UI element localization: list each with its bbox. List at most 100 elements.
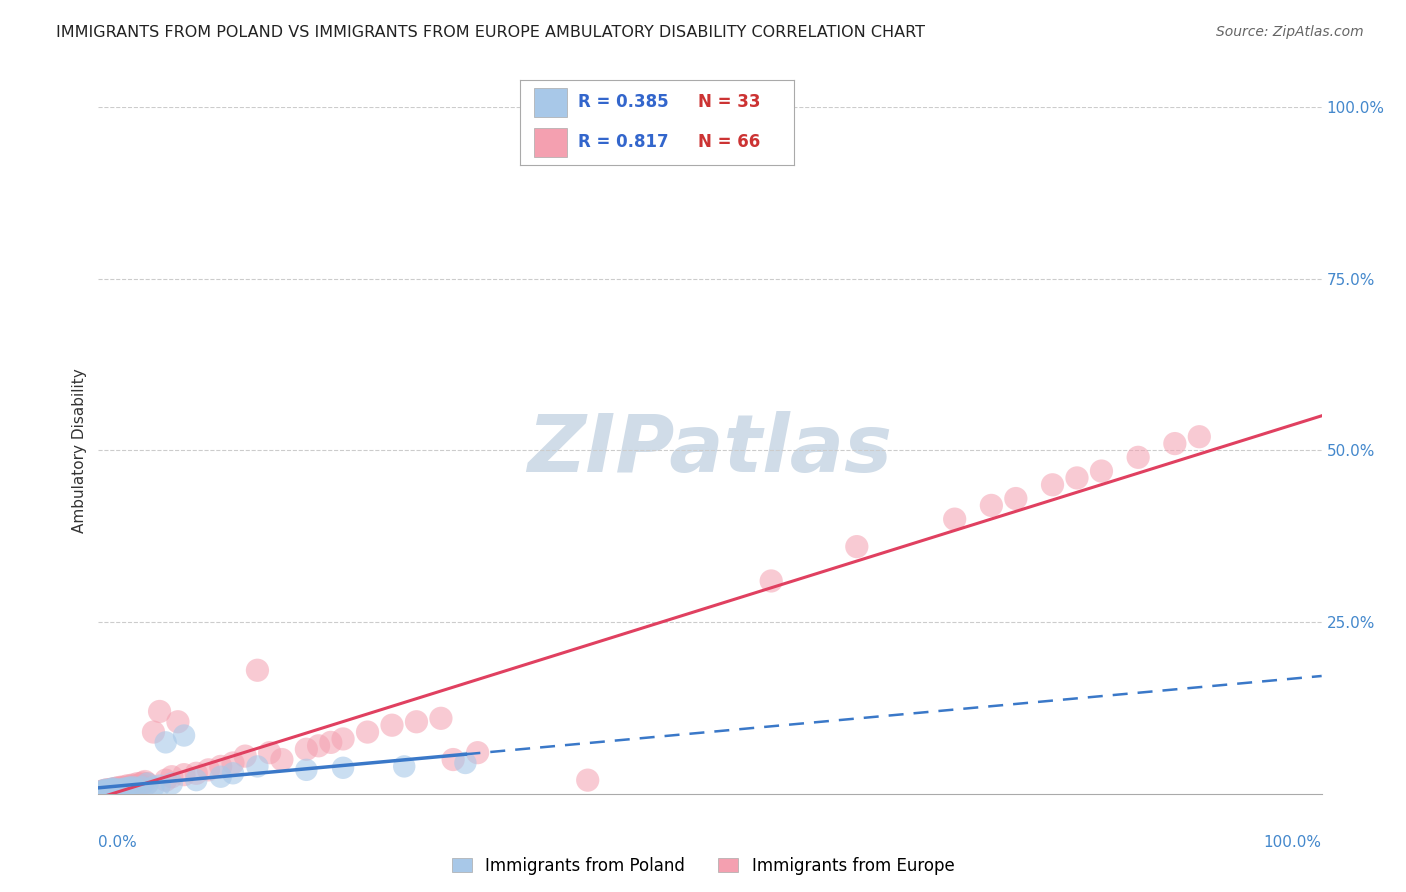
Point — [270, 753, 294, 767]
Point — [392, 759, 416, 773]
Point — [93, 784, 115, 798]
Point — [576, 773, 599, 788]
Point — [1066, 471, 1088, 485]
Point — [127, 776, 149, 790]
Point — [149, 705, 172, 719]
Point — [90, 785, 112, 799]
Point — [430, 711, 453, 725]
Text: R = 0.817: R = 0.817 — [578, 133, 668, 151]
Point — [943, 512, 966, 526]
Point — [167, 714, 190, 729]
Point — [108, 782, 131, 797]
Point — [98, 782, 121, 797]
Point — [114, 780, 136, 794]
Point — [98, 782, 121, 797]
Point — [332, 761, 354, 775]
Point — [129, 780, 152, 794]
Point — [136, 776, 159, 790]
Point — [381, 718, 404, 732]
Point — [319, 735, 342, 749]
Point — [1090, 464, 1112, 478]
Point — [118, 780, 141, 795]
Point — [197, 763, 219, 777]
Point — [103, 782, 125, 797]
Point — [1164, 436, 1187, 450]
Text: IMMIGRANTS FROM POLAND VS IMMIGRANTS FROM EUROPE AMBULATORY DISABILITY CORRELATI: IMMIGRANTS FROM POLAND VS IMMIGRANTS FRO… — [56, 25, 925, 40]
Point — [259, 746, 281, 760]
Point — [91, 784, 114, 798]
Point — [101, 782, 124, 797]
Point — [173, 767, 195, 781]
Text: 0.0%: 0.0% — [98, 836, 138, 850]
Point — [131, 776, 153, 790]
Point — [97, 783, 120, 797]
Point — [117, 779, 139, 793]
Point — [101, 782, 124, 797]
Text: N = 66: N = 66 — [699, 133, 761, 151]
Point — [295, 763, 318, 777]
Point — [149, 779, 172, 793]
Point — [91, 785, 114, 799]
Point — [90, 785, 112, 799]
Point — [101, 781, 124, 796]
Point — [105, 783, 128, 797]
Point — [233, 749, 256, 764]
Text: 100.0%: 100.0% — [1264, 836, 1322, 850]
Point — [246, 663, 269, 677]
Point — [1004, 491, 1026, 506]
Point — [97, 784, 120, 798]
Point — [96, 783, 118, 797]
Point — [104, 781, 127, 796]
Y-axis label: Ambulatory Disability: Ambulatory Disability — [72, 368, 87, 533]
Point — [332, 731, 354, 746]
Point — [1128, 450, 1150, 465]
Point — [96, 782, 118, 797]
Point — [124, 781, 146, 796]
Bar — [534, 128, 567, 157]
Point — [134, 774, 156, 789]
Point — [155, 773, 177, 788]
Point — [111, 780, 134, 795]
Point — [222, 756, 245, 770]
Point — [121, 778, 143, 792]
Point — [114, 781, 136, 796]
Point — [100, 783, 122, 797]
Point — [89, 785, 111, 799]
Point — [160, 770, 183, 784]
Point — [107, 780, 129, 795]
Point — [845, 540, 868, 554]
Point — [186, 766, 208, 780]
Text: Source: ZipAtlas.com: Source: ZipAtlas.com — [1216, 25, 1364, 39]
Point — [405, 714, 427, 729]
Point — [222, 766, 245, 780]
Point — [101, 782, 124, 797]
Point — [173, 729, 195, 743]
Point — [1188, 430, 1211, 444]
Point — [454, 756, 477, 770]
Point — [91, 783, 114, 797]
Point — [136, 776, 159, 790]
Point — [441, 753, 464, 767]
Point — [209, 770, 232, 784]
Point — [142, 725, 165, 739]
Point — [356, 725, 378, 739]
Point — [295, 742, 318, 756]
Point — [100, 783, 122, 797]
Point — [111, 782, 134, 797]
Point — [246, 759, 269, 773]
Point — [124, 779, 146, 793]
Text: R = 0.385: R = 0.385 — [578, 94, 668, 112]
Point — [103, 782, 125, 797]
Point — [186, 773, 208, 788]
Point — [160, 776, 183, 790]
Point — [761, 574, 783, 588]
Point — [308, 739, 330, 753]
Text: N = 33: N = 33 — [699, 94, 761, 112]
Point — [111, 780, 134, 794]
Point — [110, 782, 132, 797]
Point — [121, 780, 143, 794]
Point — [155, 735, 177, 749]
Bar — [534, 88, 567, 117]
Point — [94, 784, 117, 798]
Point — [1042, 478, 1064, 492]
